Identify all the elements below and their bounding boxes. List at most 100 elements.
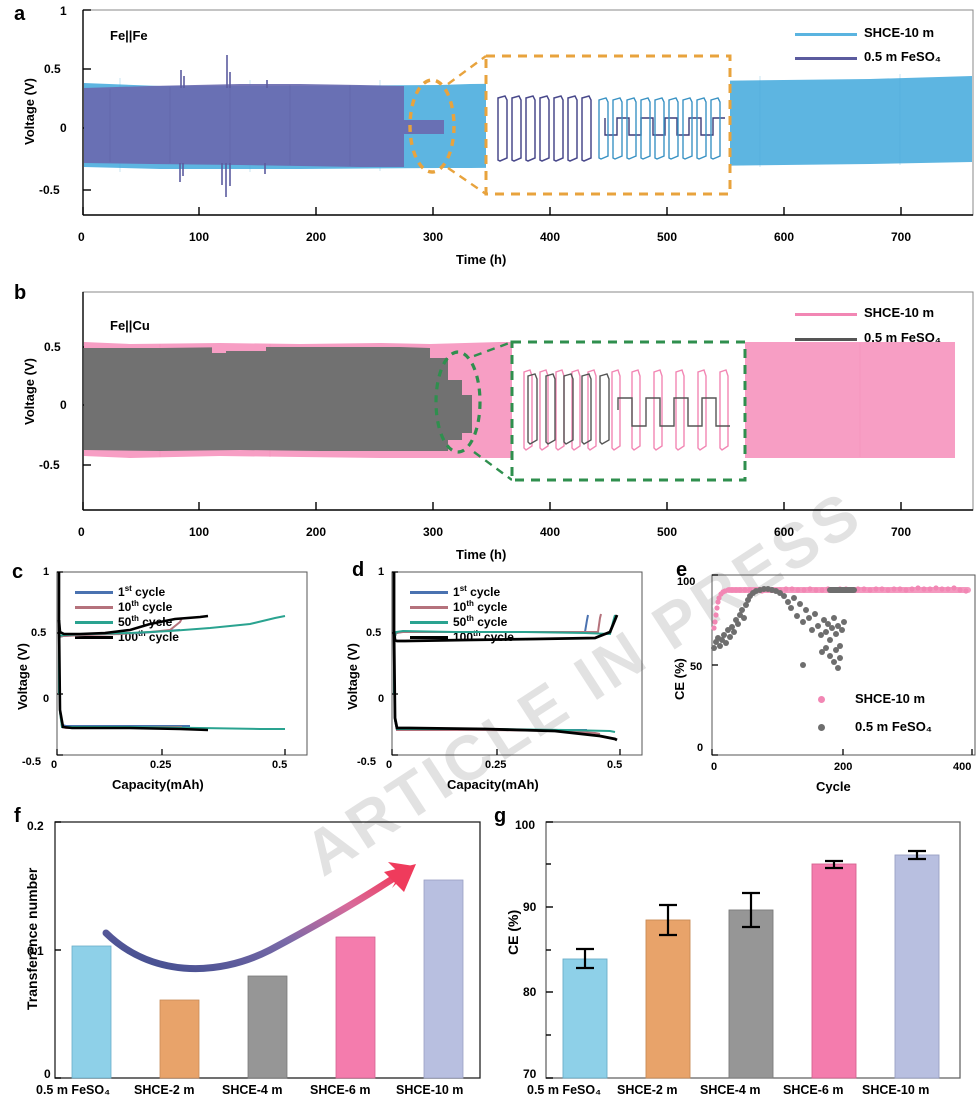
panel-d-ytick-0: 1 (378, 566, 385, 578)
panel-g-cat-4: SHCE-10 m (862, 1083, 930, 1097)
panel-a-legend-label-1: 0.5 m FeSO₄ (864, 49, 942, 64)
panel-f-bar-3 (335, 936, 376, 1079)
panel-c-legend-label-0: 1st cycle (118, 584, 166, 599)
panel-b-xtick-1: 100 (189, 525, 210, 539)
panel-d-legend-label-0: 1st cycle (453, 584, 501, 599)
panel-e-ytick-2: 0 (697, 742, 704, 754)
panel-c-legend-label-1: 10th cycle (118, 599, 173, 614)
panel-g-error-bars (576, 849, 926, 970)
panel-f-bar-2 (247, 975, 288, 1079)
panel-a-legend-label-0: SHCE-10 m (864, 25, 935, 40)
panel-a-xtick-6: 600 (774, 230, 795, 244)
panel-a-plot (82, 9, 974, 216)
panel-d-ytick-2: 0 (378, 693, 385, 705)
panel-c-ytick-3: -0.5 (22, 756, 41, 768)
panel-e-xtick-0: 0 (711, 761, 718, 773)
panel-b-legend-label-0: SHCE-10 m (864, 305, 935, 320)
trend-arrow (102, 862, 416, 973)
panel-d-legend-line-0 (410, 591, 448, 594)
panel-a-ytick-3: -0.5 (39, 183, 60, 197)
panel-b-xtick-3: 300 (423, 525, 444, 539)
panel-label-e: e (676, 559, 688, 581)
panel-b-legend-line-0 (795, 313, 857, 316)
panel-a-ytick-2: 0 (60, 121, 67, 135)
panel-f-cat-1: SHCE-2 m (134, 1083, 195, 1097)
panel-g-cat-0: 0.5 m FeSO₄ (527, 1083, 602, 1097)
panel-e-legend-label-0: SHCE-10 m (855, 691, 926, 706)
panel-label-c: c (12, 561, 24, 583)
panel-f-ytick-0: 0.2 (27, 819, 44, 833)
panel-a-ytick-1: 0.5 (44, 62, 61, 76)
panel-d-ytick-3: -0.5 (357, 756, 376, 768)
panel-label-g: g (494, 805, 507, 827)
panel-b-xtick-6: 600 (774, 525, 795, 539)
panel-d-legend-line-1 (410, 606, 448, 609)
panel-c-legend-line-1 (75, 606, 113, 609)
panel-c-legend-line-0 (75, 591, 113, 594)
panel-e-xtick-2: 400 (953, 761, 972, 773)
panel-c-plot (56, 571, 308, 756)
panel-f-cat-4: SHCE-10 m (396, 1083, 464, 1097)
panel-a-legend-line-1 (795, 57, 857, 60)
panel-g-plot (545, 821, 961, 1079)
panel-a-legend-line-0 (795, 33, 857, 36)
panel-d-legend-line-3 (410, 636, 448, 639)
panel-d-xtick-2: 0.5 (607, 759, 623, 771)
panel-d-plot (391, 571, 643, 756)
panel-f-cat-3: SHCE-6 m (310, 1083, 371, 1097)
panel-e-legend-dot-1 (818, 724, 825, 731)
panel-f-plot (54, 821, 481, 1079)
panel-c-xtick-0: 0 (51, 759, 58, 771)
panel-e-plot (711, 574, 976, 756)
panel-c-xlabel: Capacity(mAh) (112, 777, 204, 792)
panel-g-bar-2 (728, 909, 774, 1079)
panel-b-xtick-5: 500 (657, 525, 678, 539)
panel-f-bar-0 (71, 945, 112, 1079)
panel-e-ytick-0: 100 (677, 576, 696, 588)
panel-a-xtick-2: 200 (306, 230, 327, 244)
panel-b-ytick-1: 0 (60, 398, 67, 412)
panel-d-ytick-1: 0.5 (366, 627, 382, 639)
panel-a-ytick-0: 1 (60, 4, 67, 18)
panel-d-xtick-0: 0 (386, 759, 393, 771)
panel-g-ytick-1: 90 (523, 900, 537, 914)
panel-g-ytick-3: 70 (523, 1067, 537, 1081)
panel-g-cat-3: SHCE-6 m (783, 1083, 844, 1097)
panel-b-xtick-0: 0 (78, 525, 85, 539)
panel-g-bar-4 (894, 854, 940, 1079)
panel-d-legend-label-2: 50th cycle (453, 614, 508, 629)
panel-c-legend-line-2 (75, 621, 113, 624)
panel-g-bar-0 (562, 958, 608, 1079)
panel-label-b: b (14, 282, 27, 304)
panel-d-xlabel: Capacity(mAh) (447, 777, 539, 792)
panel-c-ytick-2: 0 (43, 693, 50, 705)
panel-a-annotation: Fe||Fe (110, 28, 148, 43)
panel-b-plot (82, 291, 974, 511)
panel-g-cat-2: SHCE-4 m (700, 1083, 761, 1097)
panel-a-xtick-4: 400 (540, 230, 561, 244)
panel-b-xtick-4: 400 (540, 525, 561, 539)
panel-b-ytick-2: -0.5 (39, 458, 60, 472)
panel-b-legend-label-1: 0.5 m FeSO₄ (864, 330, 942, 345)
panel-a-xtick-3: 300 (423, 230, 444, 244)
panel-g-ytick-2: 80 (523, 985, 537, 999)
panel-e-ytick-1: 50 (690, 661, 703, 673)
panel-f-ytick-2: 0 (44, 1067, 51, 1081)
panel-c-ytick-1: 0.5 (31, 627, 47, 639)
panel-g-cat-1: SHCE-2 m (617, 1083, 678, 1097)
panel-label-d: d (352, 559, 365, 581)
panel-b-annotation: Fe||Cu (110, 318, 150, 333)
panel-b-legend-line-1 (795, 338, 857, 341)
panel-label-a: a (14, 3, 26, 25)
panel-f-cat-2: SHCE-4 m (222, 1083, 283, 1097)
panel-d-xtick-1: 0.25 (485, 759, 507, 771)
panel-g-bar-3 (811, 863, 857, 1079)
panel-f-bar-4 (423, 879, 464, 1079)
panel-g-ytick-0: 100 (515, 818, 536, 832)
panel-f-ytick-1: 0.1 (27, 944, 44, 958)
panel-label-f: f (14, 805, 21, 827)
panel-b-xtick-2: 200 (306, 525, 327, 539)
panel-a-xtick-7: 700 (891, 230, 912, 244)
panel-a-xtick-0: 0 (78, 230, 85, 244)
panel-d-legend-label-1: 10th cycle (453, 599, 508, 614)
